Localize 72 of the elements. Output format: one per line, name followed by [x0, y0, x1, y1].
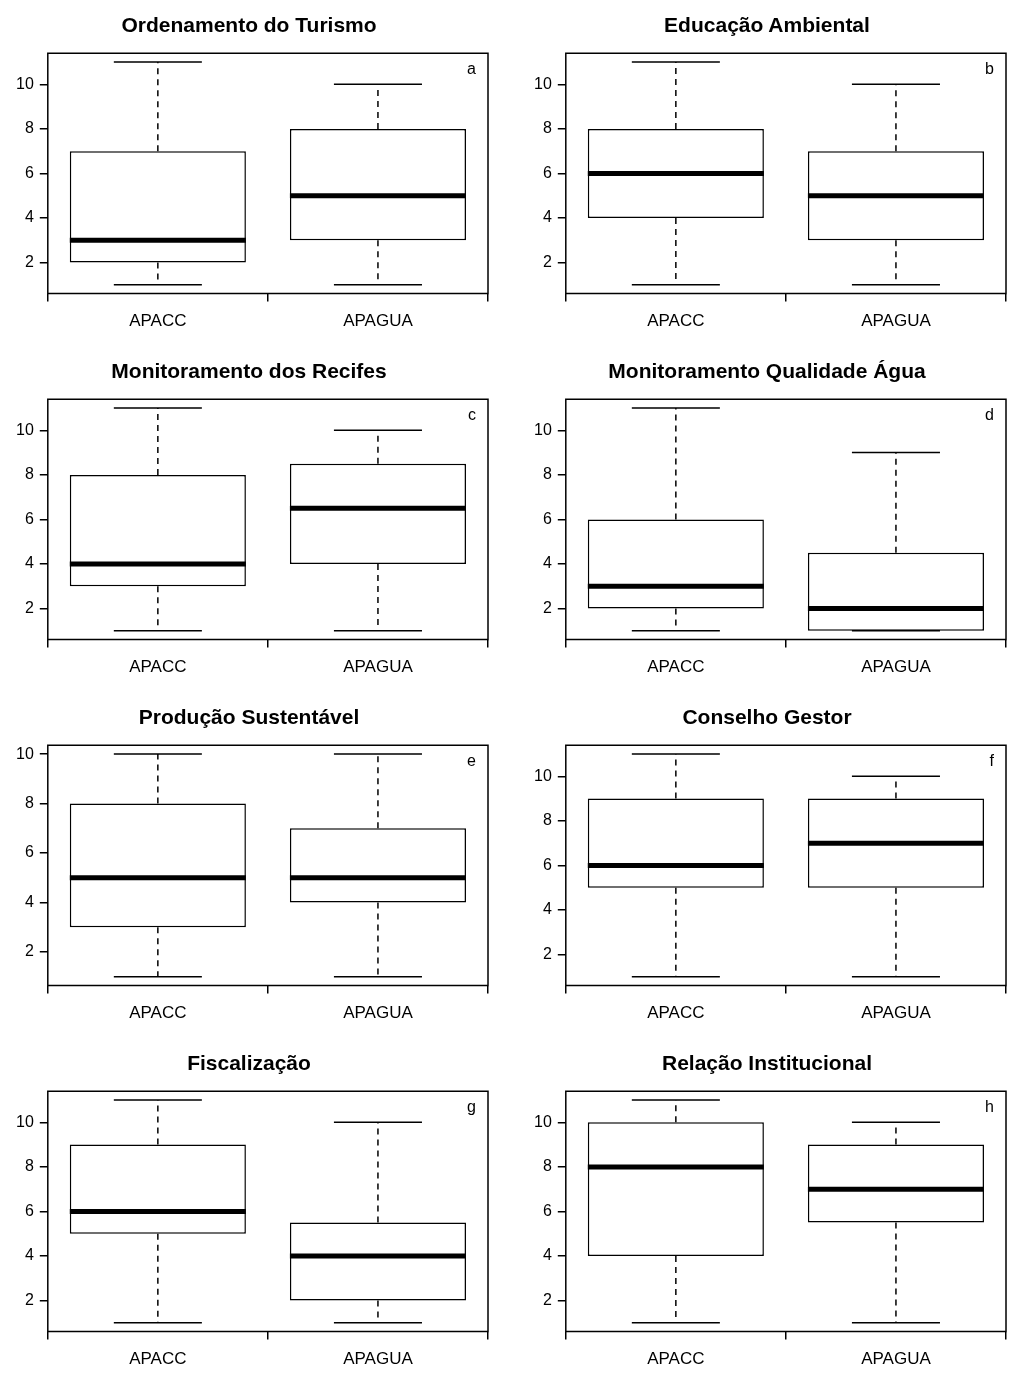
- y-tick-label: 2: [542, 944, 552, 962]
- y-tick-label: 4: [542, 1246, 552, 1264]
- y-tick-label: 4: [24, 554, 34, 572]
- chart-title: Conselho Gestor: [682, 705, 852, 729]
- x-tick-label: APACC: [647, 1349, 705, 1369]
- y-tick-label: 8: [24, 119, 34, 137]
- y-tick-label: 6: [24, 843, 34, 861]
- y-tick-label: 10: [534, 420, 552, 438]
- x-tick-label: APAGUA: [861, 657, 932, 677]
- y-tick-label: 10: [534, 1112, 552, 1130]
- y-tick-label: 2: [24, 1290, 34, 1308]
- y-tick-label: 2: [542, 252, 552, 270]
- x-tick-label: APAGUA: [861, 1349, 932, 1369]
- x-tick-label: APACC: [647, 657, 705, 677]
- y-tick-label: 6: [24, 163, 34, 181]
- chart-title: Fiscalização: [187, 1051, 311, 1075]
- y-tick-label: 6: [24, 509, 34, 527]
- x-tick-label: APAGUA: [861, 311, 932, 331]
- y-tick-label: 6: [542, 163, 552, 181]
- annotation: e: [467, 751, 477, 769]
- x-tick-label: APAGUA: [343, 311, 414, 331]
- y-tick-label: 6: [542, 855, 552, 873]
- y-tick-label: 6: [24, 1201, 34, 1219]
- chart-title: Educação Ambiental: [664, 13, 870, 37]
- y-tick-label: 2: [24, 598, 34, 616]
- y-tick-label: 10: [16, 420, 34, 438]
- x-tick-label: APACC: [129, 311, 187, 331]
- y-tick-label: 8: [542, 811, 552, 829]
- annotation: a: [467, 59, 477, 77]
- y-tick-label: 6: [542, 1201, 552, 1219]
- x-tick-label: APACC: [129, 1003, 187, 1023]
- annotation: d: [985, 405, 994, 423]
- chart-title: Relação Institucional: [661, 1051, 873, 1075]
- y-tick-label: 2: [24, 252, 34, 270]
- y-tick-label: 10: [16, 74, 34, 92]
- annotation: b: [985, 59, 995, 77]
- x-tick-label: APACC: [129, 1349, 187, 1369]
- y-tick-label: 10: [16, 1112, 34, 1130]
- y-tick-label: 2: [24, 942, 34, 960]
- annotation: h: [985, 1097, 994, 1115]
- x-tick-label: APAGUA: [861, 1003, 932, 1023]
- y-tick-label: 6: [542, 509, 552, 527]
- chart-title: Monitoramento Qualidade Água: [608, 359, 926, 383]
- y-tick-label: 10: [16, 744, 34, 762]
- chart-title: Produção Sustentável: [138, 705, 360, 729]
- y-tick-label: 4: [542, 554, 552, 572]
- x-tick-label: APAGUA: [343, 1349, 414, 1369]
- annotation: g: [467, 1097, 476, 1115]
- y-tick-label: 8: [542, 465, 552, 483]
- y-tick-label: 8: [24, 793, 34, 811]
- x-tick-label: APACC: [647, 1003, 705, 1023]
- y-tick-label: 8: [542, 119, 552, 137]
- annotation: f: [989, 751, 995, 769]
- x-tick-label: APACC: [129, 657, 187, 677]
- x-tick-label: APACC: [647, 311, 705, 331]
- y-tick-label: 2: [542, 1290, 552, 1308]
- y-tick-label: 10: [534, 74, 552, 92]
- y-tick-label: 10: [534, 766, 552, 784]
- x-tick-label: APAGUA: [343, 1003, 414, 1023]
- y-tick-label: 8: [542, 1157, 552, 1175]
- y-tick-label: 4: [24, 892, 34, 910]
- y-tick-label: 8: [24, 465, 34, 483]
- y-tick-label: 2: [542, 598, 552, 616]
- y-tick-label: 4: [24, 208, 34, 226]
- chart-title: Monitoramento dos Recifes: [111, 359, 387, 383]
- x-tick-label: APAGUA: [343, 657, 414, 677]
- y-tick-label: 4: [542, 208, 552, 226]
- y-tick-label: 4: [542, 900, 552, 918]
- y-tick-label: 4: [24, 1246, 34, 1264]
- y-tick-label: 8: [24, 1157, 34, 1175]
- annotation: c: [468, 405, 476, 423]
- chart-title: Ordenamento do Turismo: [121, 13, 377, 37]
